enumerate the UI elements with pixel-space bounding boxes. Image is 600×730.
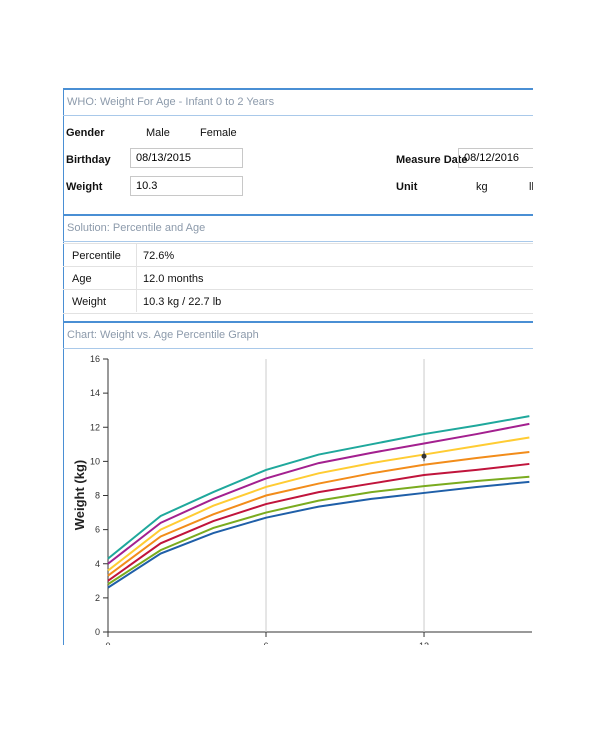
series-line [107,422,530,565]
panel-title: Solution: Percentile and Age [67,222,206,234]
table-row: Percentile 72.6% [63,243,533,267]
text-input[interactable]: 08/12/2016 [458,148,533,168]
y-tick-label: 4 [95,559,100,569]
cell: Weight [72,296,107,308]
y-tick-label: 14 [90,388,100,398]
field-label: Measure Date [396,154,468,166]
text-input[interactable]: 10.3 [130,176,243,196]
field-label: Weight [66,181,103,193]
y-tick-label: 8 [95,491,100,501]
y-tick-label: 12 [90,422,100,432]
calculator: WHO: Weight For Age - Infant 0 to 2 Year… [63,88,533,645]
y-tick-label: 2 [95,593,100,603]
column-divider [136,243,137,312]
cell: 12.0 months [143,273,204,285]
series-line [107,462,530,582]
panel-title: Chart: Weight vs. Age Percentile Graph [67,329,259,341]
x-tick-label: 0 [105,641,110,645]
series-line [107,436,530,572]
table-row: Age 12.0 months [63,266,533,290]
table-row: Weight 10.3 kg / 22.7 lb [63,289,533,314]
y-tick-label: 16 [90,354,100,364]
x-tick-label: 12 [419,641,429,645]
cell: Percentile [72,250,121,262]
panel-header: Chart: Weight vs. Age Percentile Graph [63,321,533,349]
panel-header: Solution: Percentile and Age [63,214,533,242]
cell: Age [72,273,92,285]
y-tick-label: 0 [95,627,100,637]
series-line [107,415,530,560]
data-point [421,453,427,459]
radio-option[interactable]: lb [529,181,533,193]
panel-border [63,88,64,645]
radio-option[interactable]: kg [476,181,488,193]
cell: 10.3 kg / 22.7 lb [143,296,222,308]
y-tick-label: 10 [90,456,100,466]
panel-header: WHO: Weight For Age - Infant 0 to 2 Year… [63,88,533,116]
radio-option[interactable]: Male [146,127,170,139]
cell: 72.6% [143,250,175,262]
panel-title: WHO: Weight For Age - Infant 0 to 2 Year… [67,96,275,108]
series-line [107,475,530,586]
x-tick-label: 6 [264,641,269,645]
chart: Weight (kg) 0 2 4 6 8 10 12 14 16 0 6 12 [72,354,532,645]
y-tick-label: 6 [95,525,100,535]
field-label: Birthday [66,154,111,166]
series-line [107,450,530,577]
y-axis-label: Weight (kg) [72,460,87,531]
field-label: Unit [396,181,418,193]
series-line [107,480,530,589]
field-label: Gender [66,127,105,139]
radio-option[interactable]: Female [200,127,237,139]
text-input[interactable]: 08/13/2015 [130,148,243,168]
